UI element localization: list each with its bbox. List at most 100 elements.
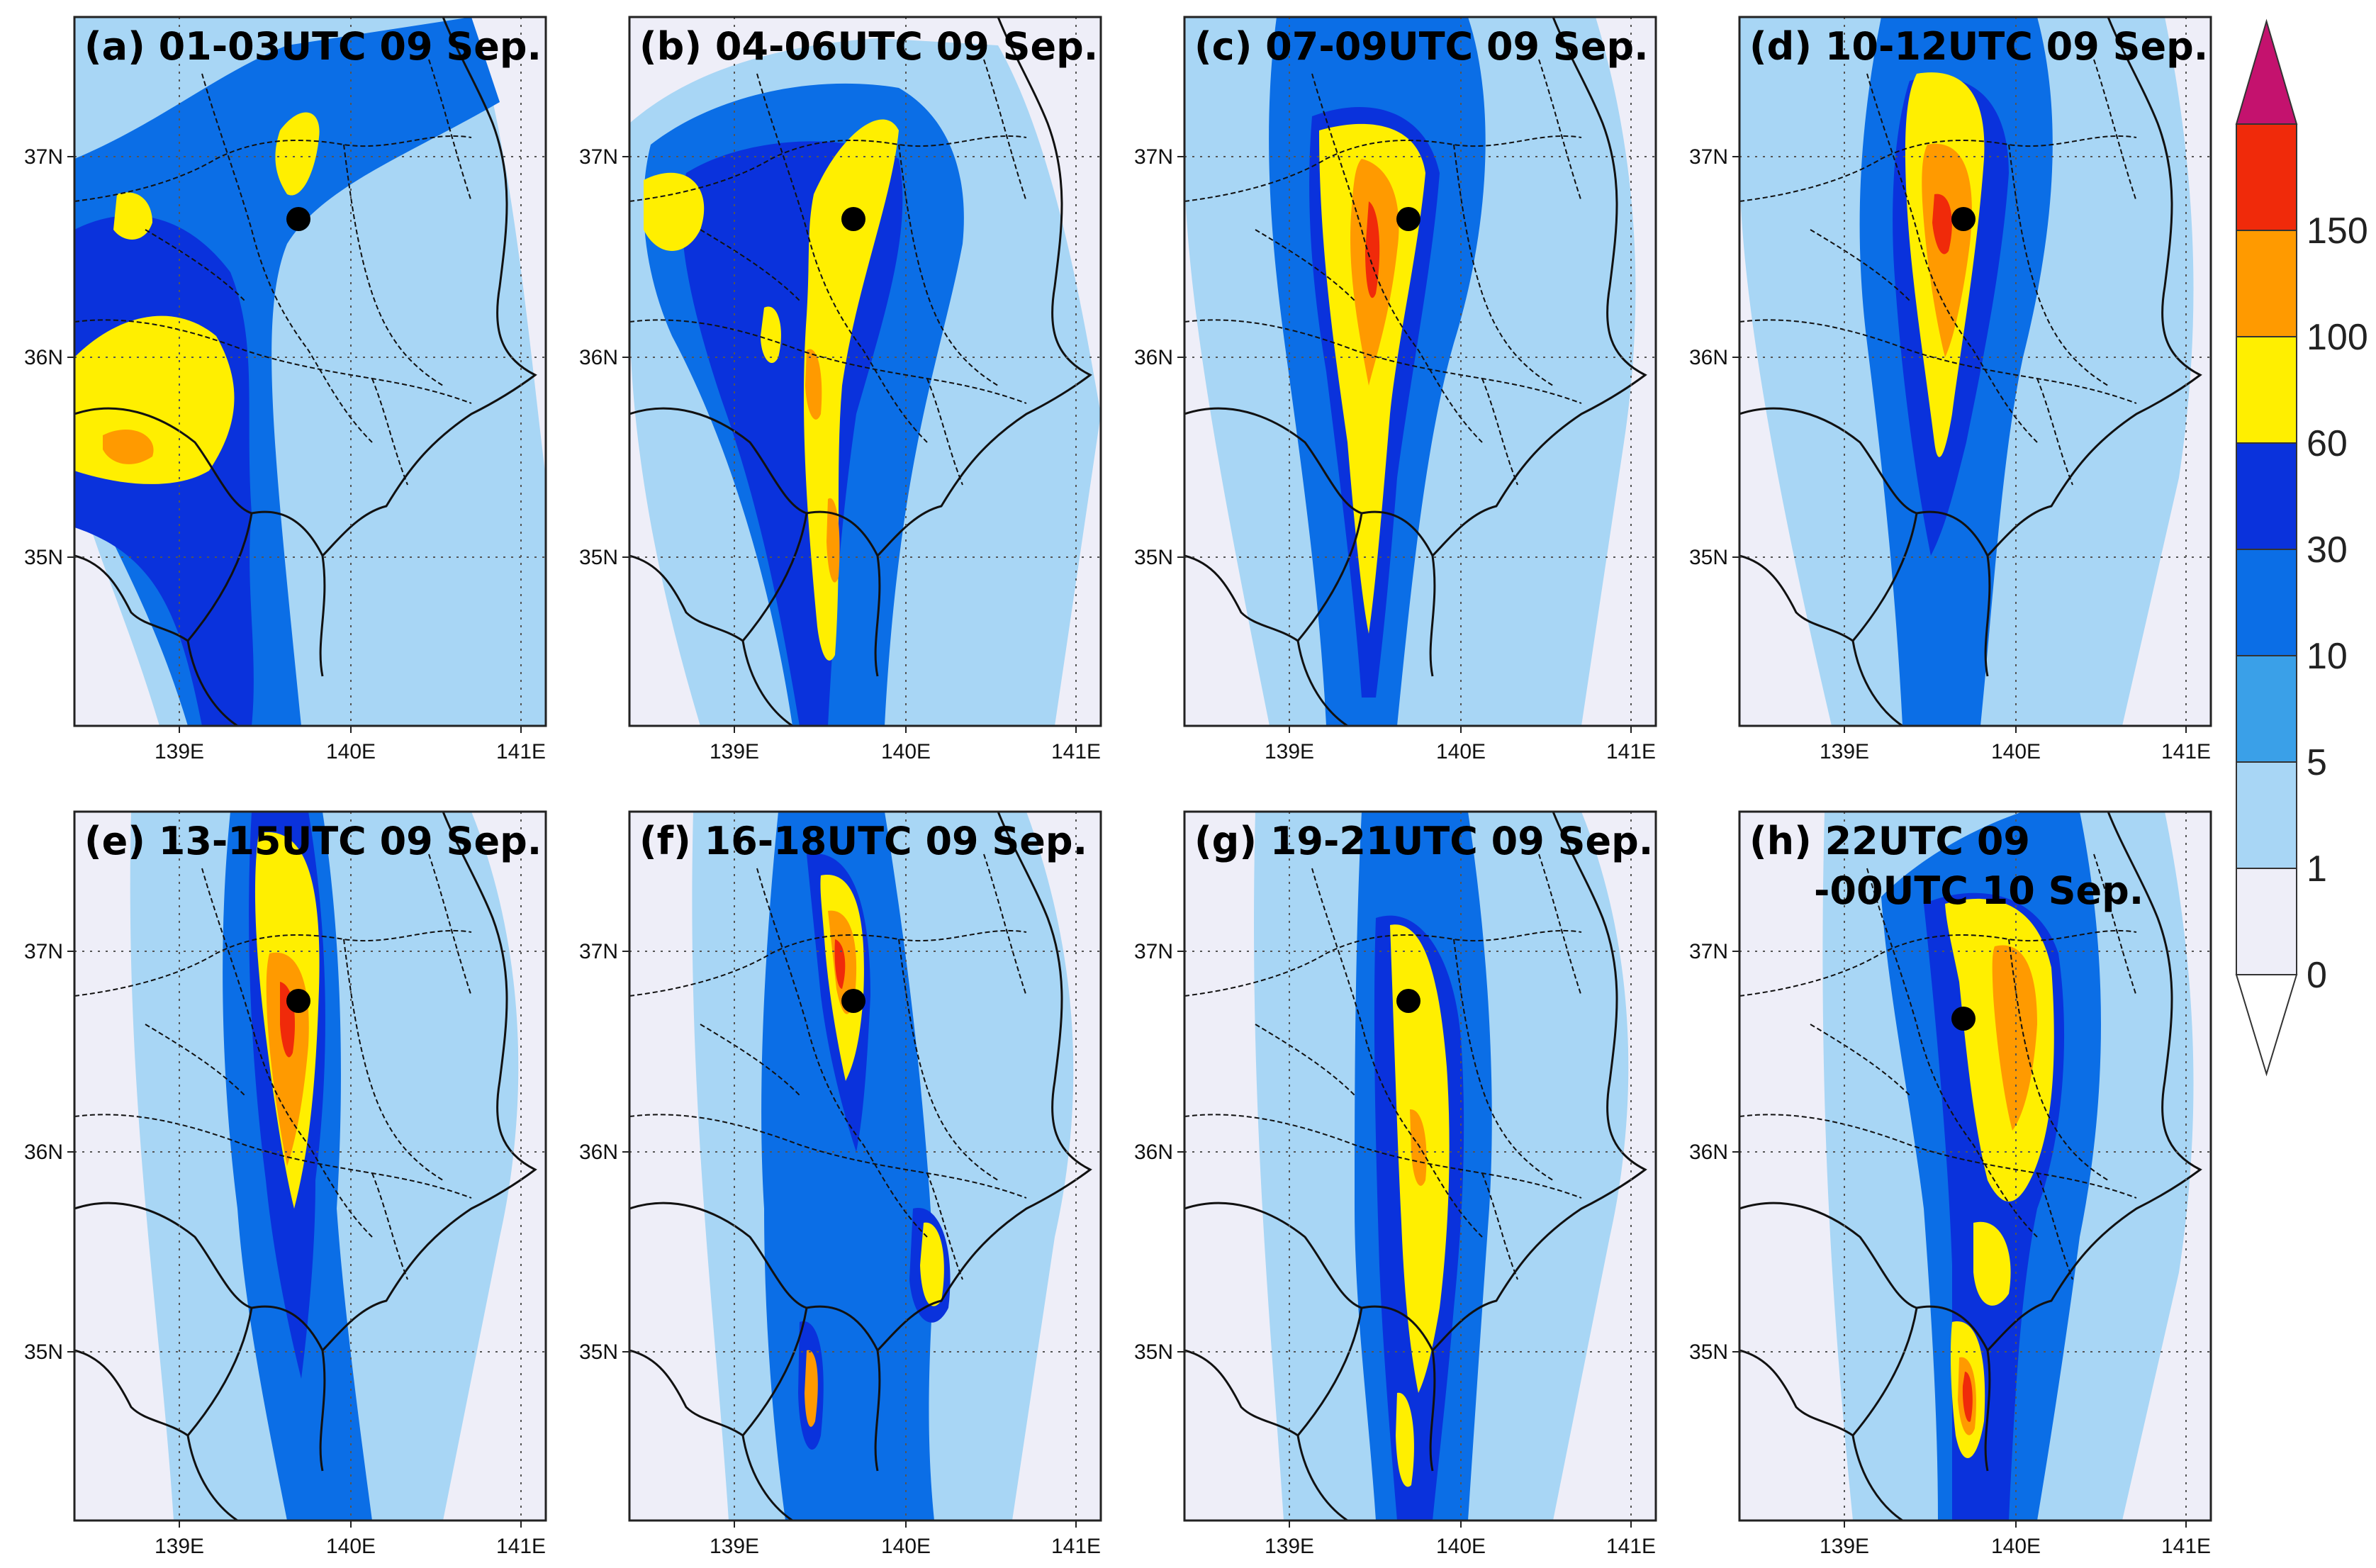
panel-title: (a) 01-03UTC 09 Sep. — [84, 24, 542, 69]
colorbar-segment — [2236, 336, 2297, 444]
map-panel: 37N 36N 35N 139E 140E 141E (f) 16-18UTC 09 Sep… — [579, 810, 1102, 1558]
lon-tick-label: 141E — [1051, 740, 1101, 763]
precipitation-contour — [805, 349, 822, 420]
lat-tick-label: 36N — [1689, 1141, 1728, 1164]
map-frame — [1183, 810, 1657, 1522]
panel-title: (h) 22UTC 09 — [1749, 819, 2030, 863]
colorbar-level-label: 5 — [2307, 742, 2327, 783]
colorbar-segment — [2236, 123, 2297, 231]
lon-tick-label: 140E — [881, 740, 931, 763]
lon-tick-label: 139E — [710, 1535, 759, 1558]
precipitation-contour — [644, 172, 705, 251]
lon-tick-label: 139E — [1265, 1535, 1314, 1558]
lon-tick-label: 141E — [1051, 1535, 1101, 1558]
lat-tick-label: 37N — [1134, 940, 1173, 963]
lon-tick-label: 140E — [881, 1535, 931, 1558]
lon-tick-label: 140E — [1991, 1535, 2041, 1558]
map-panel: 37N 36N 35N 139E 140E 141E (b) 04-06UTC 09 Sep… — [579, 16, 1102, 763]
precipitation-field — [1739, 17, 2211, 726]
precipitation-contour — [74, 315, 235, 484]
panel-title-line2: -00UTC 10 Sep. — [1814, 868, 2144, 913]
lon-tick-label: 140E — [1436, 1535, 1486, 1558]
colorbar-low-extend — [2235, 974, 2298, 1077]
map-frame — [1738, 16, 2212, 727]
precipitation-field — [629, 812, 1101, 1521]
precipitation-contour — [1992, 945, 2037, 1131]
lon-tick-label: 139E — [1820, 740, 1869, 763]
lat-tick-label: 37N — [579, 145, 618, 169]
lon-tick-label: 140E — [1436, 740, 1486, 763]
precipitation-contour — [920, 1222, 944, 1306]
lon-tick-label: 140E — [326, 1535, 376, 1558]
precipitation-contour — [834, 939, 846, 989]
lon-tick-label: 139E — [155, 1535, 204, 1558]
map-panel: 37N 36N 35N 139E 140E 141E (e) 13-15UTC 09 Sep… — [24, 810, 547, 1558]
lat-tick-label: 36N — [579, 1141, 618, 1164]
lat-tick-label: 36N — [24, 1141, 63, 1164]
colorbar: 0 1 5 10 30 60 100 150 — [2235, 18, 2368, 1077]
station-marker — [286, 989, 310, 1013]
lat-tick-label: 35N — [579, 546, 618, 569]
lon-tick-label: 141E — [2161, 740, 2211, 763]
station-marker — [1396, 989, 1420, 1013]
precipitation-contour — [1319, 123, 1425, 634]
precipitation-contour — [805, 1350, 818, 1427]
precipitation-contour — [113, 192, 152, 240]
panel-title: (f) 16-18UTC 09 Sep. — [639, 819, 1087, 863]
colorbar-segment — [2236, 230, 2297, 337]
lat-tick-label: 35N — [579, 1340, 618, 1364]
panel-title: (c) 07-09UTC 09 Sep. — [1194, 24, 1649, 69]
map-frame — [628, 16, 1102, 727]
colorbar-segment — [2236, 761, 2297, 869]
lat-tick-label: 37N — [1689, 940, 1728, 963]
map-frame — [1738, 810, 2212, 1522]
map-panel: 37N 36N 35N 139E 140E 141E (a) 01-03UTC 09 Sep… — [24, 16, 547, 763]
precipitation-contour — [1396, 1392, 1414, 1487]
lon-tick-label: 141E — [1606, 1535, 1656, 1558]
precipitation-contour — [1973, 1221, 2011, 1306]
lon-tick-label: 139E — [710, 740, 759, 763]
panel-title: (d) 10-12UTC 09 Sep. — [1749, 24, 2208, 69]
lat-tick-label: 37N — [24, 145, 63, 169]
lon-tick-label: 140E — [1991, 740, 2041, 763]
colorbar-level-label: 1 — [2307, 849, 2327, 890]
lon-tick-label: 141E — [496, 1535, 546, 1558]
lon-tick-label: 141E — [1606, 740, 1656, 763]
precipitation-field — [1184, 812, 1656, 1521]
colorbar-segment — [2236, 868, 2297, 975]
colorbar-level-label: 0 — [2307, 955, 2327, 996]
colorbar-level-label: 10 — [2307, 636, 2348, 677]
precipitation-contour — [1962, 1372, 1973, 1422]
panel-title: (e) 13-15UTC 09 Sep. — [84, 819, 542, 863]
precipitation-contour — [1365, 201, 1380, 298]
colorbar-segment — [2236, 549, 2297, 656]
lat-tick-label: 36N — [1689, 346, 1728, 369]
map-panel: 37N 36N 35N 139E 140E 141E (g) 19-21UTC 09 Sep… — [1134, 810, 1657, 1558]
precipitation-field — [74, 812, 546, 1521]
panel-title: (g) 19-21UTC 09 Sep. — [1194, 819, 1653, 863]
colorbar-level-label: 100 — [2307, 317, 2368, 358]
station-marker — [841, 989, 865, 1013]
map-panel: 37N 36N 35N 139E 140E 141E (h) 22UTC 09 -00UTC … — [1689, 810, 2212, 1558]
precipitation-field — [1184, 17, 1656, 726]
colorbar-segment — [2236, 442, 2297, 550]
lon-tick-label: 139E — [1265, 740, 1314, 763]
precipitation-contour — [275, 112, 320, 196]
colorbar-level-label: 30 — [2307, 530, 2348, 571]
lat-tick-label: 37N — [1134, 145, 1173, 169]
lat-tick-label: 37N — [579, 940, 618, 963]
precipitation-contour — [103, 429, 154, 464]
lat-tick-label: 35N — [24, 546, 63, 569]
precipitation-contour — [826, 498, 840, 583]
map-frame — [73, 810, 547, 1522]
station-marker — [286, 207, 310, 231]
lon-tick-label: 139E — [155, 740, 204, 763]
lat-tick-label: 36N — [1134, 1141, 1173, 1164]
precipitation-contour — [761, 306, 781, 364]
lon-tick-label: 141E — [2161, 1535, 2211, 1558]
colorbar-high-extend — [2235, 18, 2298, 125]
lat-tick-label: 35N — [24, 1340, 63, 1364]
lon-tick-label: 141E — [496, 740, 546, 763]
map-panel: 37N 36N 35N 139E 140E 141E (c) 07-09UTC 09 Sep… — [1134, 16, 1657, 763]
